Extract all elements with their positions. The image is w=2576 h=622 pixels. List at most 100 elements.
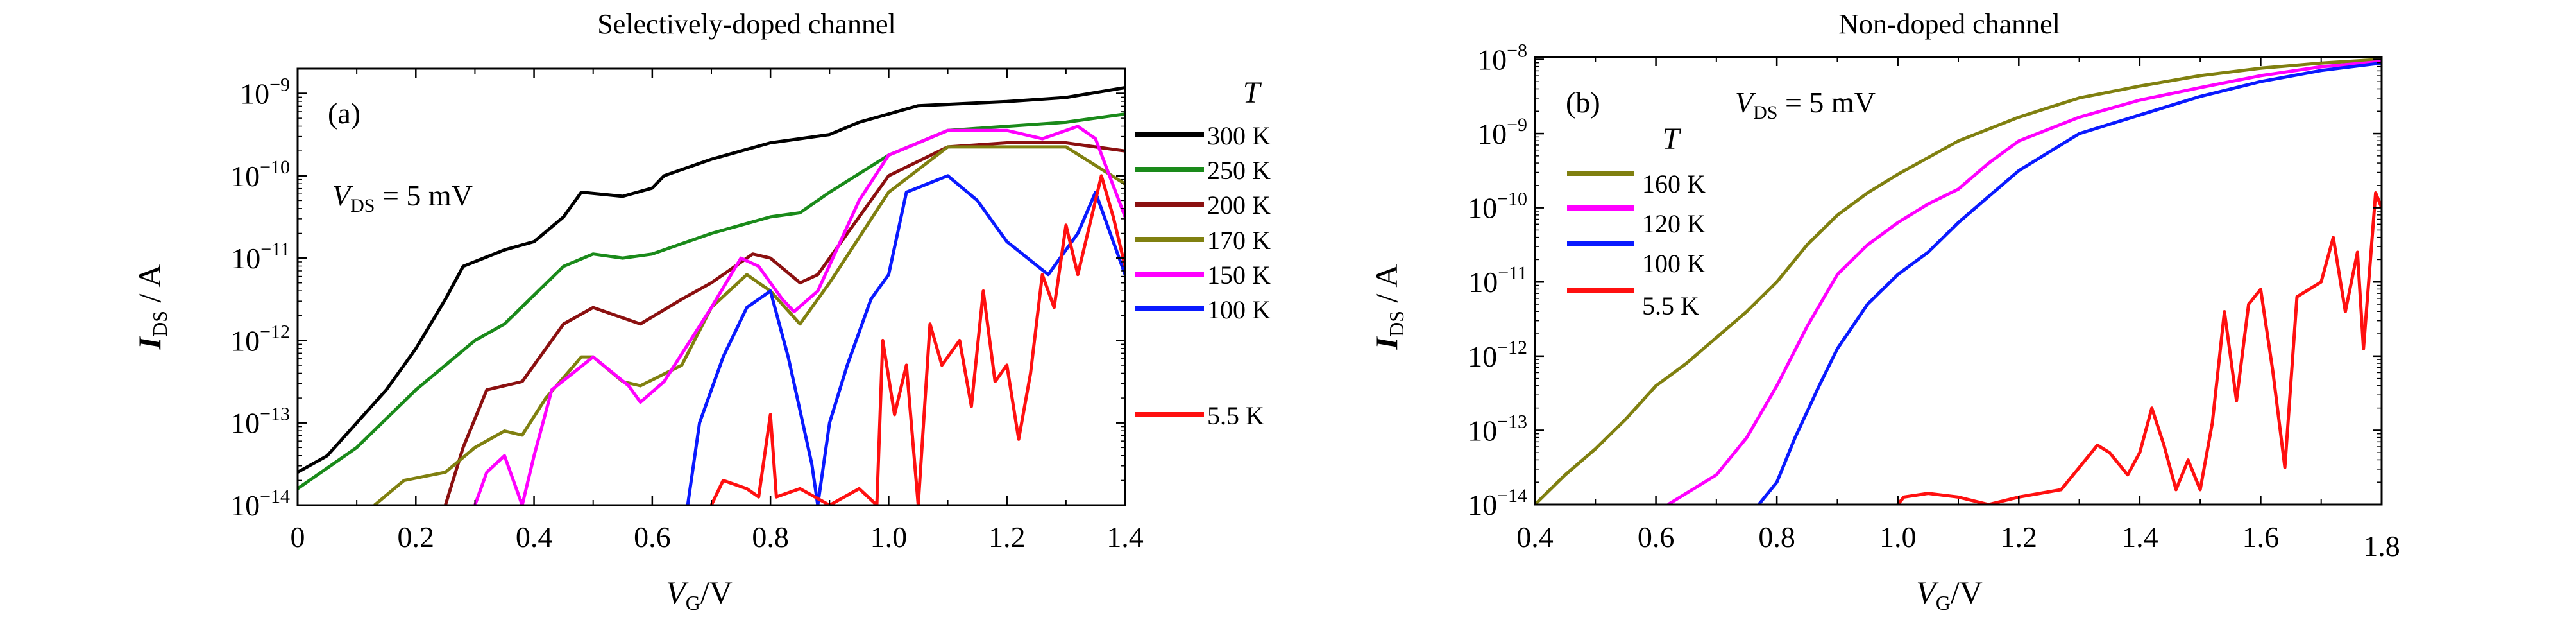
x-tick-label: 0.8: [752, 521, 789, 553]
x-axis-label: VG/V: [666, 574, 733, 614]
vds-annotation: VDS = 5 mV: [332, 179, 473, 216]
y-tick-exponent: −8: [1507, 40, 1527, 61]
legend-title: T: [1663, 122, 1682, 156]
annotation-value: = 5 mV: [1777, 86, 1875, 119]
x-axis-label-part: V: [666, 574, 689, 610]
y-tick-base: 10: [231, 242, 260, 275]
y-tick-label: 10−11: [231, 239, 290, 275]
y-tick-exponent: −10: [260, 157, 290, 178]
y-tick-base: 10: [230, 407, 260, 440]
annotation-var: V: [332, 179, 353, 212]
x-tick-label: 1.2: [988, 521, 1026, 553]
x-tick-label: 0.2: [398, 521, 435, 553]
y-tick-exponent: −9: [1507, 114, 1527, 135]
y-tick-exponent: −12: [260, 321, 290, 342]
y-tick-label: 10−10: [1468, 189, 1527, 225]
legend-label: 300 K: [1207, 121, 1271, 150]
y-tick-exponent: −11: [1498, 263, 1527, 284]
y-tick-label: 10−12: [230, 321, 290, 357]
legend-label: 5.5 K: [1207, 401, 1264, 430]
y-tick-label: 10−10: [230, 157, 290, 193]
y-tick-base: 10: [1477, 117, 1507, 150]
y-tick-label: 10−14: [230, 486, 290, 522]
y-axis-label-part: DS: [1385, 311, 1408, 337]
legend-label: 250 K: [1207, 156, 1271, 185]
y-tick-base: 10: [1468, 192, 1497, 225]
chart-title: Selectively-doped channel: [597, 8, 895, 40]
y-tick-label: 10−11: [1468, 263, 1527, 298]
x-tick-label: 0.6: [1638, 521, 1675, 553]
y-axis-label: IDS / A: [131, 264, 171, 350]
x-axis-label-part: G: [686, 591, 700, 614]
y-tick-exponent: −10: [1497, 189, 1527, 210]
series-line-160-k: [1535, 58, 2382, 505]
legend-label: 200 K: [1207, 191, 1271, 220]
series-line-100-k: [686, 174, 1125, 505]
legend-label: 160 K: [1642, 169, 1706, 198]
y-tick-exponent: −14: [1497, 485, 1527, 506]
legend-label: 170 K: [1207, 226, 1271, 255]
y-tick-base: 10: [230, 489, 260, 522]
x-tick-label: 0.6: [634, 521, 671, 553]
x-tick-label: 1.0: [870, 521, 908, 553]
y-tick-base: 10: [1468, 340, 1497, 373]
series-line-170-k: [373, 145, 1125, 505]
series-line-120-k: [1667, 60, 2382, 505]
panel-label: (b): [1566, 86, 1600, 119]
x-tick-label: 0.8: [1758, 521, 1795, 553]
y-tick-label: 10−13: [1468, 411, 1527, 447]
series-line-250-k: [298, 112, 1125, 490]
y-axis-label-part: DS: [148, 311, 171, 337]
legend-title: T: [1243, 76, 1262, 110]
legend-label: 100 K: [1642, 249, 1706, 278]
y-tick-label: 10−9: [1477, 114, 1527, 150]
y-tick-label: 10−14: [1468, 485, 1527, 521]
panel-a: Selectively-doped channel 0 0.2 0.4 0.6 0.8 1.…: [131, 8, 1271, 614]
y-tick-base: 10: [1468, 414, 1497, 447]
series-line-150-k: [473, 125, 1125, 505]
panel-label: (a): [328, 97, 360, 130]
legend-label: 150 K: [1207, 261, 1271, 289]
annotation-sub: DS: [1753, 102, 1777, 123]
y-tick-label: 10−13: [230, 404, 290, 440]
y-tick-base: 10: [230, 324, 260, 357]
y-axis-label-part: / A: [1368, 264, 1404, 311]
x-tick-label: 0: [291, 521, 305, 553]
legend-label: 100 K: [1207, 295, 1271, 324]
y-tick-exponent: −13: [1497, 411, 1527, 432]
y-tick-label: 10−12: [1468, 337, 1527, 373]
y-tick-base: 10: [1477, 43, 1507, 76]
x-tick-label: 1.6: [2242, 521, 2280, 553]
x-tick-label: 1.2: [2001, 521, 2038, 553]
y-tick-exponent: −13: [260, 404, 290, 425]
series-line-5-5-k: [709, 174, 1125, 505]
series-line-300-k: [298, 86, 1125, 474]
x-axis-label-part: G: [1936, 591, 1951, 614]
series-line-200-k: [444, 141, 1125, 505]
plot-frame: [296, 67, 1126, 506]
x-tick-label: 1.8: [2363, 530, 2400, 562]
y-axis-label: IDS / A: [1368, 264, 1408, 350]
y-tick-label: 10−9: [240, 74, 290, 110]
chart-title: Non-doped channel: [1838, 8, 2060, 40]
y-tick-exponent: −12: [1497, 337, 1527, 358]
x-axis-label-part: V: [1916, 574, 1939, 610]
vds-annotation: VDS = 5 mV: [1735, 86, 1876, 123]
x-tick-label: 1.0: [1879, 521, 1917, 553]
y-tick-base: 10: [230, 160, 260, 193]
x-axis-label-part: /V: [700, 574, 733, 610]
x-axis-label-part: /V: [1951, 574, 1983, 610]
x-axis-label: VG/V: [1916, 574, 1983, 614]
x-tick-label: 0.4: [516, 521, 553, 553]
x-tick-label: 1.4: [2121, 521, 2158, 553]
y-tick-exponent: −11: [260, 239, 290, 260]
y-axis-label-part: I: [131, 336, 167, 350]
y-tick-exponent: −9: [269, 74, 290, 95]
series-line-100-k: [1757, 61, 2382, 505]
annotation-var: V: [1735, 86, 1756, 119]
y-tick-base: 10: [1468, 488, 1497, 521]
y-tick-base: 10: [1468, 266, 1498, 298]
legend-label: 5.5 K: [1642, 291, 1699, 320]
